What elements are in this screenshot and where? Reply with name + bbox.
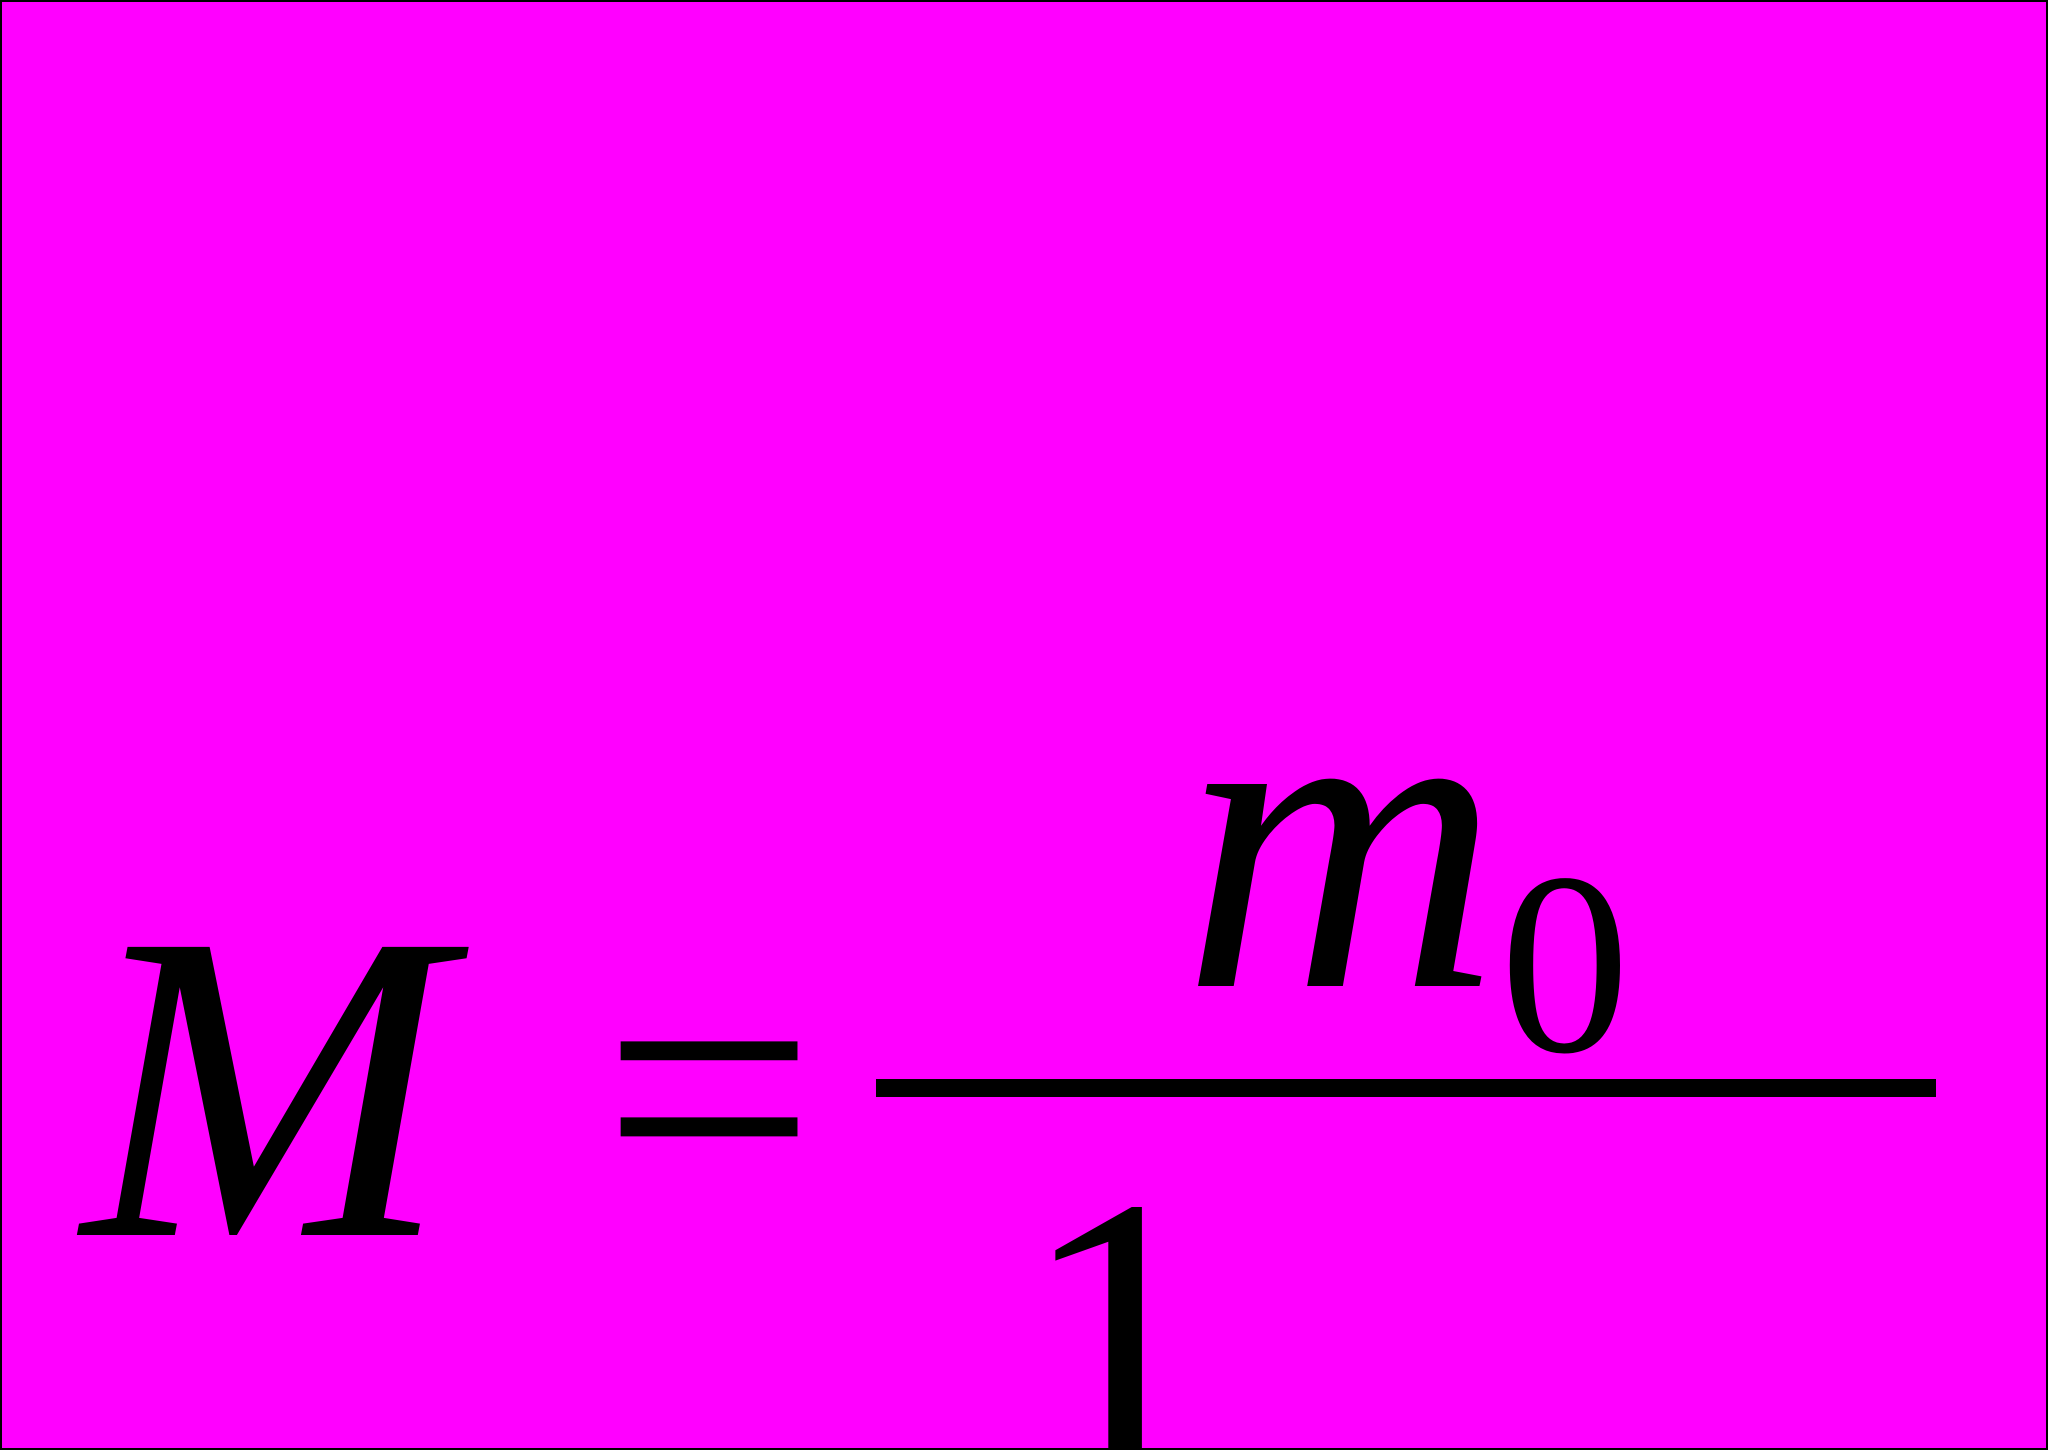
- numerator-subscript: 0: [1500, 834, 1630, 1094]
- fraction-bar: [876, 1079, 1936, 1097]
- main-fraction: m 0 1 12 m oc: [876, 619, 1936, 1450]
- equation: M r = m 0 1 12 m: [82, 422, 1936, 1450]
- numerator: m 0: [1182, 619, 1630, 1079]
- inner-fraction: 1 12: [944, 1137, 1294, 1450]
- denominator-term: m oc: [1304, 1377, 1867, 1450]
- denominator-content: 1 12 m oc: [944, 1137, 1867, 1450]
- numerator-variable: m: [1182, 619, 1500, 1059]
- equals-sign: =: [602, 898, 816, 1278]
- denominator-variable: m: [1304, 1377, 1622, 1450]
- numerator-term: m 0: [1182, 619, 1630, 1059]
- lhs-variable: M: [82, 868, 449, 1308]
- denominator: 1 12 m oc: [944, 1097, 1867, 1450]
- formula-canvas: M r = m 0 1 12 m: [0, 0, 2048, 1450]
- inner-fraction-numerator: 1: [1019, 1137, 1219, 1450]
